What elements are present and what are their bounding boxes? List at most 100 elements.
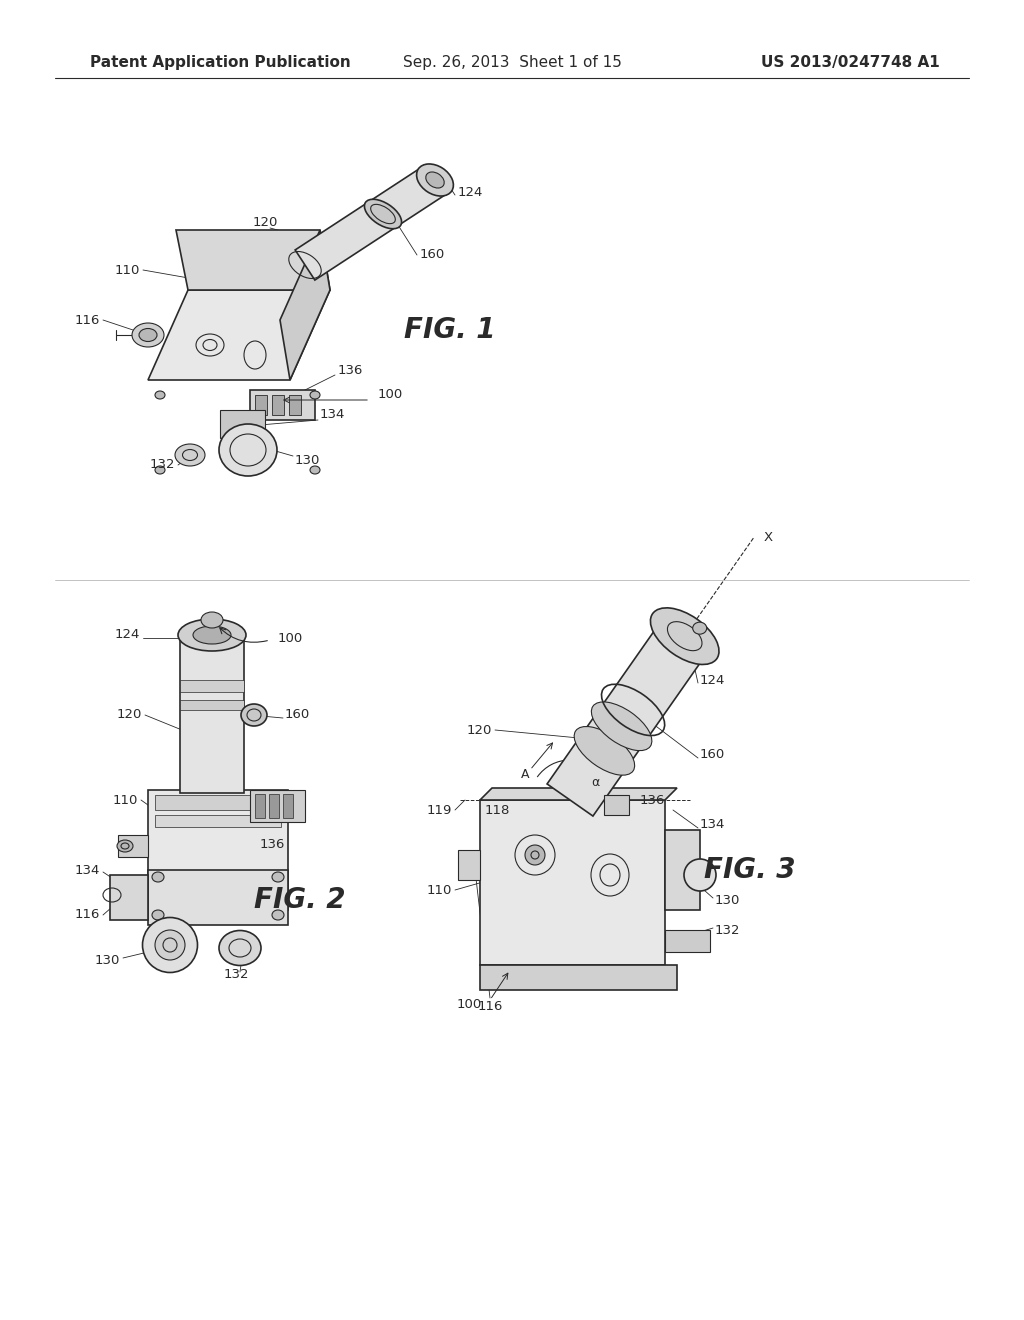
Ellipse shape	[117, 840, 133, 851]
Bar	[480, 800, 665, 965]
Text: 132: 132	[150, 458, 175, 471]
Text: 136: 136	[640, 793, 666, 807]
Text: 160: 160	[700, 748, 725, 762]
Text: 130: 130	[295, 454, 321, 466]
Ellipse shape	[650, 607, 719, 664]
Ellipse shape	[139, 329, 157, 342]
Text: 130: 130	[94, 953, 120, 966]
Bar	[180, 680, 244, 692]
Ellipse shape	[525, 845, 545, 865]
Text: 110: 110	[427, 883, 452, 896]
Text: 132: 132	[223, 969, 249, 982]
Bar	[250, 789, 305, 822]
Text: 132: 132	[715, 924, 740, 936]
Text: 116: 116	[75, 314, 100, 326]
Text: 124: 124	[115, 628, 140, 642]
Text: 120: 120	[467, 723, 492, 737]
Ellipse shape	[175, 444, 205, 466]
Bar	[480, 965, 677, 990]
Ellipse shape	[132, 323, 164, 347]
Text: 118: 118	[484, 804, 510, 817]
Bar	[255, 395, 267, 414]
Ellipse shape	[426, 172, 444, 187]
Text: FIG. 2: FIG. 2	[254, 886, 346, 913]
Bar	[603, 795, 629, 814]
Ellipse shape	[155, 391, 165, 399]
Text: Sep. 26, 2013  Sheet 1 of 15: Sep. 26, 2013 Sheet 1 of 15	[402, 54, 622, 70]
Text: 119: 119	[427, 804, 452, 817]
Bar	[250, 389, 315, 420]
Ellipse shape	[155, 931, 185, 960]
Text: 136: 136	[338, 363, 364, 376]
Bar	[220, 411, 265, 438]
Text: 160: 160	[285, 709, 310, 722]
Ellipse shape	[142, 917, 198, 973]
Text: 136: 136	[260, 838, 286, 851]
Ellipse shape	[241, 704, 267, 726]
Bar	[155, 795, 281, 810]
Ellipse shape	[219, 424, 278, 477]
Ellipse shape	[310, 466, 319, 474]
Ellipse shape	[684, 859, 716, 891]
Text: X: X	[764, 532, 773, 544]
Ellipse shape	[574, 726, 635, 775]
Bar	[665, 931, 710, 952]
Polygon shape	[280, 230, 330, 380]
Bar	[155, 814, 281, 828]
Text: 116: 116	[477, 1001, 503, 1012]
Ellipse shape	[193, 626, 231, 644]
Text: 110: 110	[113, 793, 138, 807]
Ellipse shape	[178, 619, 246, 651]
Bar	[148, 870, 288, 925]
Text: 116: 116	[75, 908, 100, 921]
Ellipse shape	[152, 909, 164, 920]
Ellipse shape	[272, 909, 284, 920]
Polygon shape	[480, 788, 677, 800]
Bar	[272, 395, 284, 414]
Ellipse shape	[272, 873, 284, 882]
Text: 160: 160	[420, 248, 445, 261]
Text: 124: 124	[458, 186, 483, 198]
Bar	[283, 795, 293, 818]
Text: A: A	[521, 768, 529, 781]
Text: 130: 130	[715, 894, 740, 907]
Bar	[110, 875, 148, 920]
Ellipse shape	[365, 199, 401, 228]
Ellipse shape	[417, 164, 454, 197]
Text: 120: 120	[252, 215, 278, 228]
Text: FIG. 1: FIG. 1	[404, 315, 496, 345]
Bar	[180, 638, 244, 793]
Polygon shape	[295, 165, 444, 280]
Ellipse shape	[152, 873, 164, 882]
Text: 120: 120	[117, 709, 142, 722]
Text: Patent Application Publication: Patent Application Publication	[90, 54, 351, 70]
Text: 134: 134	[319, 408, 345, 421]
Ellipse shape	[310, 391, 319, 399]
Polygon shape	[148, 290, 330, 380]
Bar	[180, 700, 244, 710]
Text: 124: 124	[700, 673, 725, 686]
Ellipse shape	[219, 931, 261, 965]
Text: 110: 110	[115, 264, 140, 276]
Ellipse shape	[155, 466, 165, 474]
Text: 100: 100	[278, 631, 303, 644]
Text: 100: 100	[457, 998, 482, 1011]
Text: 134: 134	[75, 863, 100, 876]
Bar	[118, 836, 148, 857]
Text: FIG. 3: FIG. 3	[705, 855, 796, 884]
Bar	[148, 789, 288, 909]
Bar	[665, 830, 700, 909]
Ellipse shape	[692, 622, 707, 634]
Polygon shape	[176, 230, 330, 290]
Bar	[458, 850, 480, 880]
Text: 100: 100	[378, 388, 403, 401]
Bar	[269, 795, 279, 818]
Text: 134: 134	[700, 818, 725, 832]
Ellipse shape	[201, 612, 223, 628]
Bar	[255, 795, 265, 818]
Ellipse shape	[592, 702, 652, 751]
Text: α: α	[591, 776, 599, 788]
Polygon shape	[547, 620, 708, 816]
Text: US 2013/0247748 A1: US 2013/0247748 A1	[761, 54, 940, 70]
Bar	[289, 395, 301, 414]
